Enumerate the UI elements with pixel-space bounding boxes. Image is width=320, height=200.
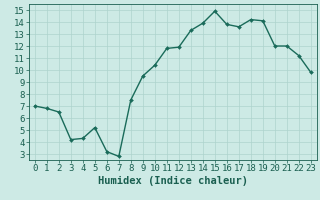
X-axis label: Humidex (Indice chaleur): Humidex (Indice chaleur) (98, 176, 248, 186)
